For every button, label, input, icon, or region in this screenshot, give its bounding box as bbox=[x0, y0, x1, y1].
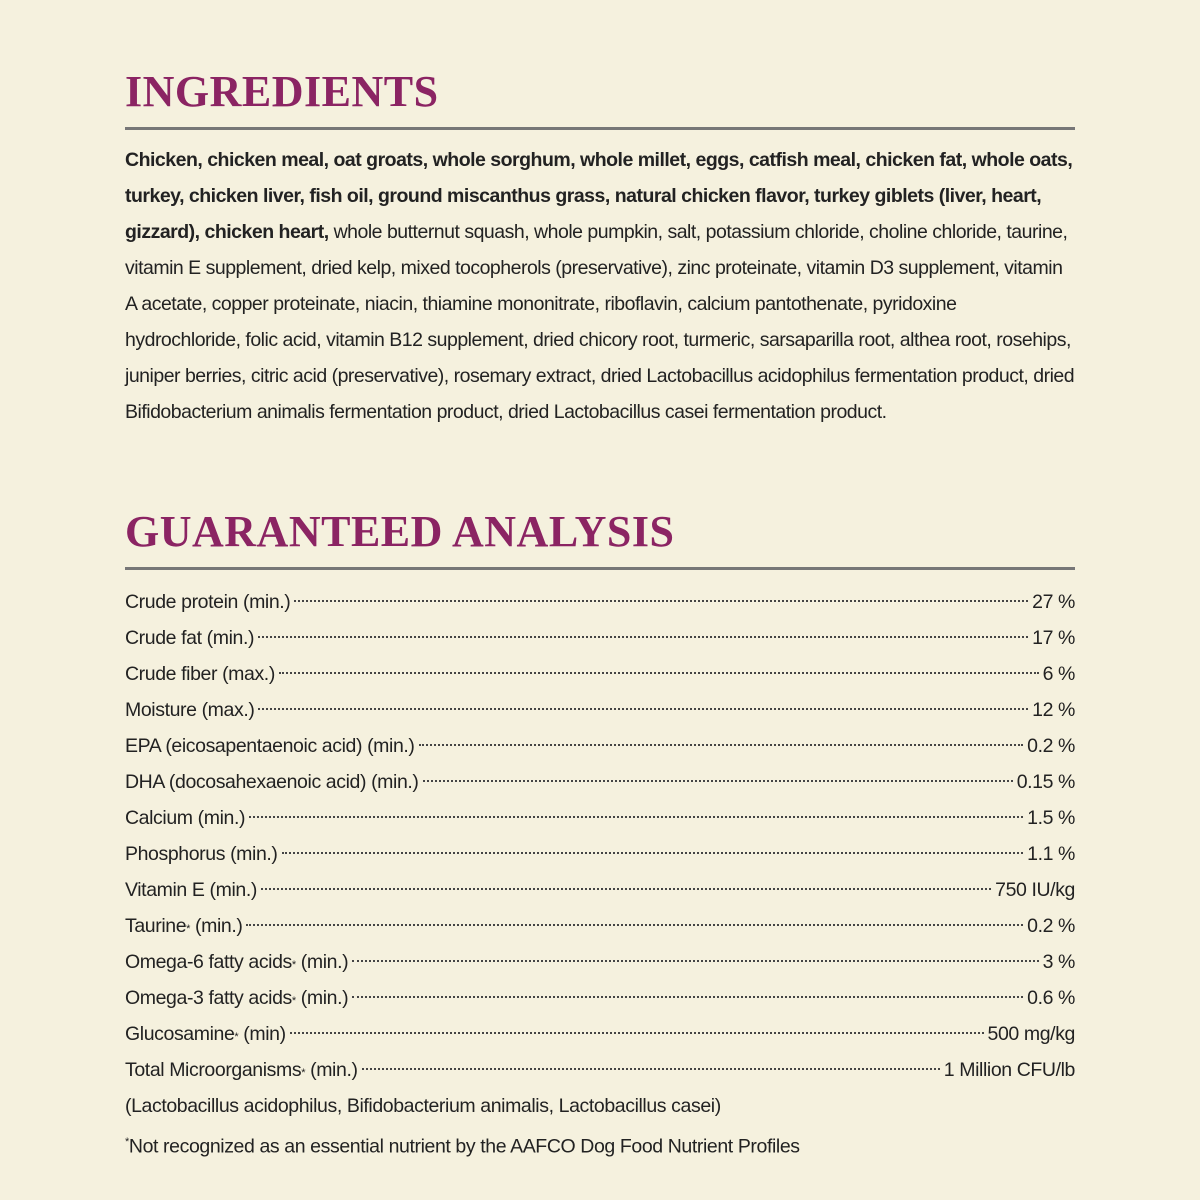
dot-leader bbox=[289, 1032, 984, 1034]
section-title: GUARANTEED ANALYSIS bbox=[125, 507, 675, 556]
dot-leader bbox=[249, 816, 1024, 818]
nutrient: Total Microorganisms bbox=[125, 1059, 302, 1081]
nutrient: Taurine bbox=[125, 915, 187, 937]
bold-ingredients: Chicken, chicken meal, oat groats, whole… bbox=[125, 149, 1073, 243]
divider bbox=[125, 567, 1075, 570]
analysis-row: Crude fat (min.) 17 % bbox=[125, 620, 1075, 656]
dot-leader bbox=[352, 960, 1039, 962]
dot-leader bbox=[281, 852, 1024, 854]
amount: 1.5 % bbox=[1027, 807, 1075, 829]
qualifier: (min.) bbox=[310, 1059, 358, 1081]
analysis-row: Moisture (max.) 12 % bbox=[125, 692, 1075, 728]
dot-leader bbox=[258, 708, 1029, 710]
dot-leader bbox=[260, 888, 992, 890]
qualifier: (min.) bbox=[300, 951, 349, 973]
ingredients-text: Chicken, chicken meal, oat groats, whole… bbox=[125, 142, 1075, 430]
footnote-mark: * bbox=[291, 995, 296, 1007]
nutrient: Crude fiber (max.) bbox=[125, 663, 275, 685]
footnote-mark: * bbox=[301, 1067, 306, 1079]
nutrient: Crude fat (min.) bbox=[125, 627, 255, 649]
ingredients: whole butternut squash, whole pumpkin, s… bbox=[125, 221, 1075, 423]
analysis-row: Omega-3 fatty acids * (min.) 0.6 % bbox=[125, 980, 1075, 1016]
nutrient: EPA (eicosapentaenoic acid) (min.) bbox=[125, 735, 415, 757]
dot-leader bbox=[352, 996, 1024, 998]
dot-leader bbox=[278, 672, 1039, 674]
nutrient: Calcium (min.) bbox=[125, 807, 246, 829]
analysis-table: Crude protein (min.) 27 % Crude fat (min.)… bbox=[125, 584, 1075, 1165]
nutrient: DHA (docosahexaenoic acid) (min.) bbox=[125, 771, 419, 793]
nutrient: Omega-3 fatty acids bbox=[125, 987, 292, 1009]
dot-leader bbox=[258, 636, 1029, 638]
amount: 500 mg/kg bbox=[987, 1023, 1076, 1045]
analysis-row: Vitamin E (min.) 750 IU/kg bbox=[125, 872, 1075, 908]
amount: 1 Million CFU/lb bbox=[943, 1059, 1076, 1081]
analysis-row: Crude protein (min.) 27 % bbox=[125, 584, 1075, 620]
organisms-note: (Lactobacillus acidophilus, Bifidobacter… bbox=[125, 1095, 721, 1117]
amount: 0.2 % bbox=[1027, 735, 1075, 757]
analysis-row: Taurine * (min.) 0.2 % bbox=[125, 908, 1075, 944]
amount: 6 % bbox=[1042, 663, 1076, 685]
dot-leader bbox=[246, 924, 1024, 926]
footnote-mark: * bbox=[186, 923, 191, 935]
dot-leader bbox=[422, 780, 1013, 782]
amount: 17 % bbox=[1032, 627, 1075, 649]
amount: 0.2 % bbox=[1027, 915, 1075, 937]
nutrient: Crude protein (min.) bbox=[125, 591, 291, 613]
analysis-row: Omega-6 fatty acids * (min.) 3 % bbox=[125, 944, 1075, 980]
footnote: *Not recognized as an essential nutrient… bbox=[125, 1124, 1075, 1165]
amount: 12 % bbox=[1032, 699, 1075, 721]
analysis-row: Glucosamine * (min) 500 mg/kg bbox=[125, 1016, 1075, 1052]
nutrient: Moisture (max.) bbox=[125, 699, 255, 721]
analysis-row: DHA (docosahexaenoic acid) (min.) 0.15 % bbox=[125, 764, 1075, 800]
nutrient: Phosphorus (min.) bbox=[125, 843, 278, 865]
qualifier: (min.) bbox=[300, 987, 349, 1009]
qualifier: (min) bbox=[243, 1023, 286, 1045]
amount: 3 % bbox=[1042, 951, 1076, 973]
nutrient: Glucosamine bbox=[125, 1023, 235, 1045]
footnote-text: Not recognized as an essential nutrient … bbox=[128, 1135, 800, 1158]
amount: 750 IU/kg bbox=[995, 879, 1075, 901]
nutrient: Vitamin E (min.) bbox=[125, 879, 257, 901]
dot-leader bbox=[361, 1068, 940, 1070]
amount: 1.1 % bbox=[1027, 843, 1075, 865]
section-title: INGREDIENTS bbox=[125, 67, 439, 116]
dot-leader bbox=[294, 600, 1029, 602]
footnote-mark: * bbox=[291, 959, 296, 971]
amount: 27 % bbox=[1032, 591, 1075, 613]
analysis-row: Crude fiber (max.) 6 % bbox=[125, 656, 1075, 692]
dot-leader bbox=[418, 744, 1024, 746]
analysis-row: EPA (eicosapentaenoic acid) (min.) 0.2 % bbox=[125, 728, 1075, 764]
footnote-mark: * bbox=[234, 1031, 239, 1043]
divider bbox=[125, 127, 1075, 130]
amount: 0.6 % bbox=[1027, 987, 1075, 1009]
nutrient: Omega-6 fatty acids bbox=[125, 951, 292, 973]
analysis-row: Phosphorus (min.) 1.1 % bbox=[125, 836, 1075, 872]
analysis-row: Total Microorganisms * (min.) 1 Million CFU… bbox=[125, 1052, 1075, 1088]
footnote-mark: * bbox=[125, 1136, 129, 1148]
qualifier: (min.) bbox=[195, 915, 243, 937]
analysis-row: Calcium (min.) 1.5 % bbox=[125, 800, 1075, 836]
amount: 0.15 % bbox=[1016, 771, 1076, 793]
